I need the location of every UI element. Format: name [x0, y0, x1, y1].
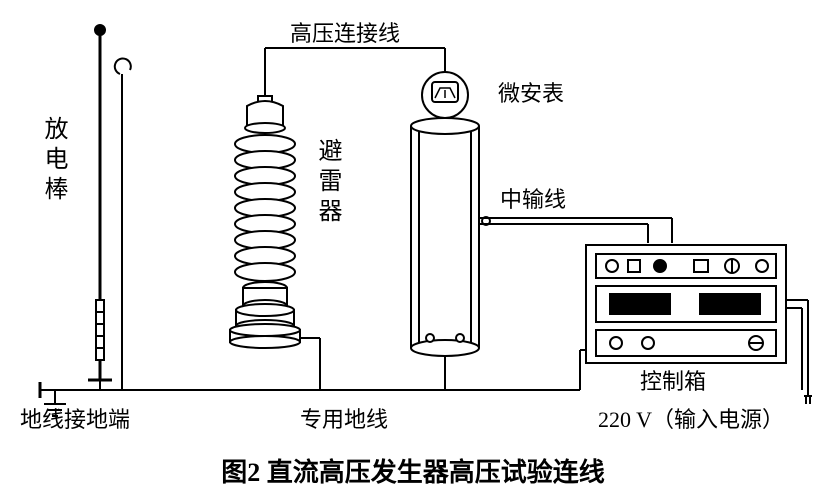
- label-dedicated-ground: 专用地线: [300, 406, 388, 435]
- label-ground-terminal: 地线接地端: [20, 406, 130, 435]
- label-input-power: 220 V（输入电源）: [598, 406, 784, 435]
- label-hv-connection-line: 高压连接线: [290, 20, 400, 49]
- arrester: [230, 48, 320, 390]
- microammeter: [422, 72, 468, 118]
- label-control-box: 控制箱: [640, 368, 706, 397]
- figure-caption: 图2 直流高压发生器高压试验连线: [0, 452, 826, 489]
- power-input-cable: [786, 300, 812, 404]
- diagram-container: 高压连接线 微安表 放电棒 避雷器 中输线 控制箱 地线接地端 专用地线 220…: [0, 0, 826, 500]
- label-arrester: 避雷器: [310, 138, 345, 228]
- label-mid-output-line: 中输线: [500, 186, 566, 215]
- arrester-discs: [235, 135, 295, 281]
- mid-output-wire: [479, 217, 672, 243]
- hv-column: [411, 118, 479, 390]
- discharge-rod: [88, 25, 112, 390]
- label-discharge-rod: 放电棒: [36, 116, 71, 206]
- ground-hook-rod: [115, 59, 131, 390]
- label-microammeter: 微安表: [498, 80, 564, 109]
- control-box: [586, 245, 786, 363]
